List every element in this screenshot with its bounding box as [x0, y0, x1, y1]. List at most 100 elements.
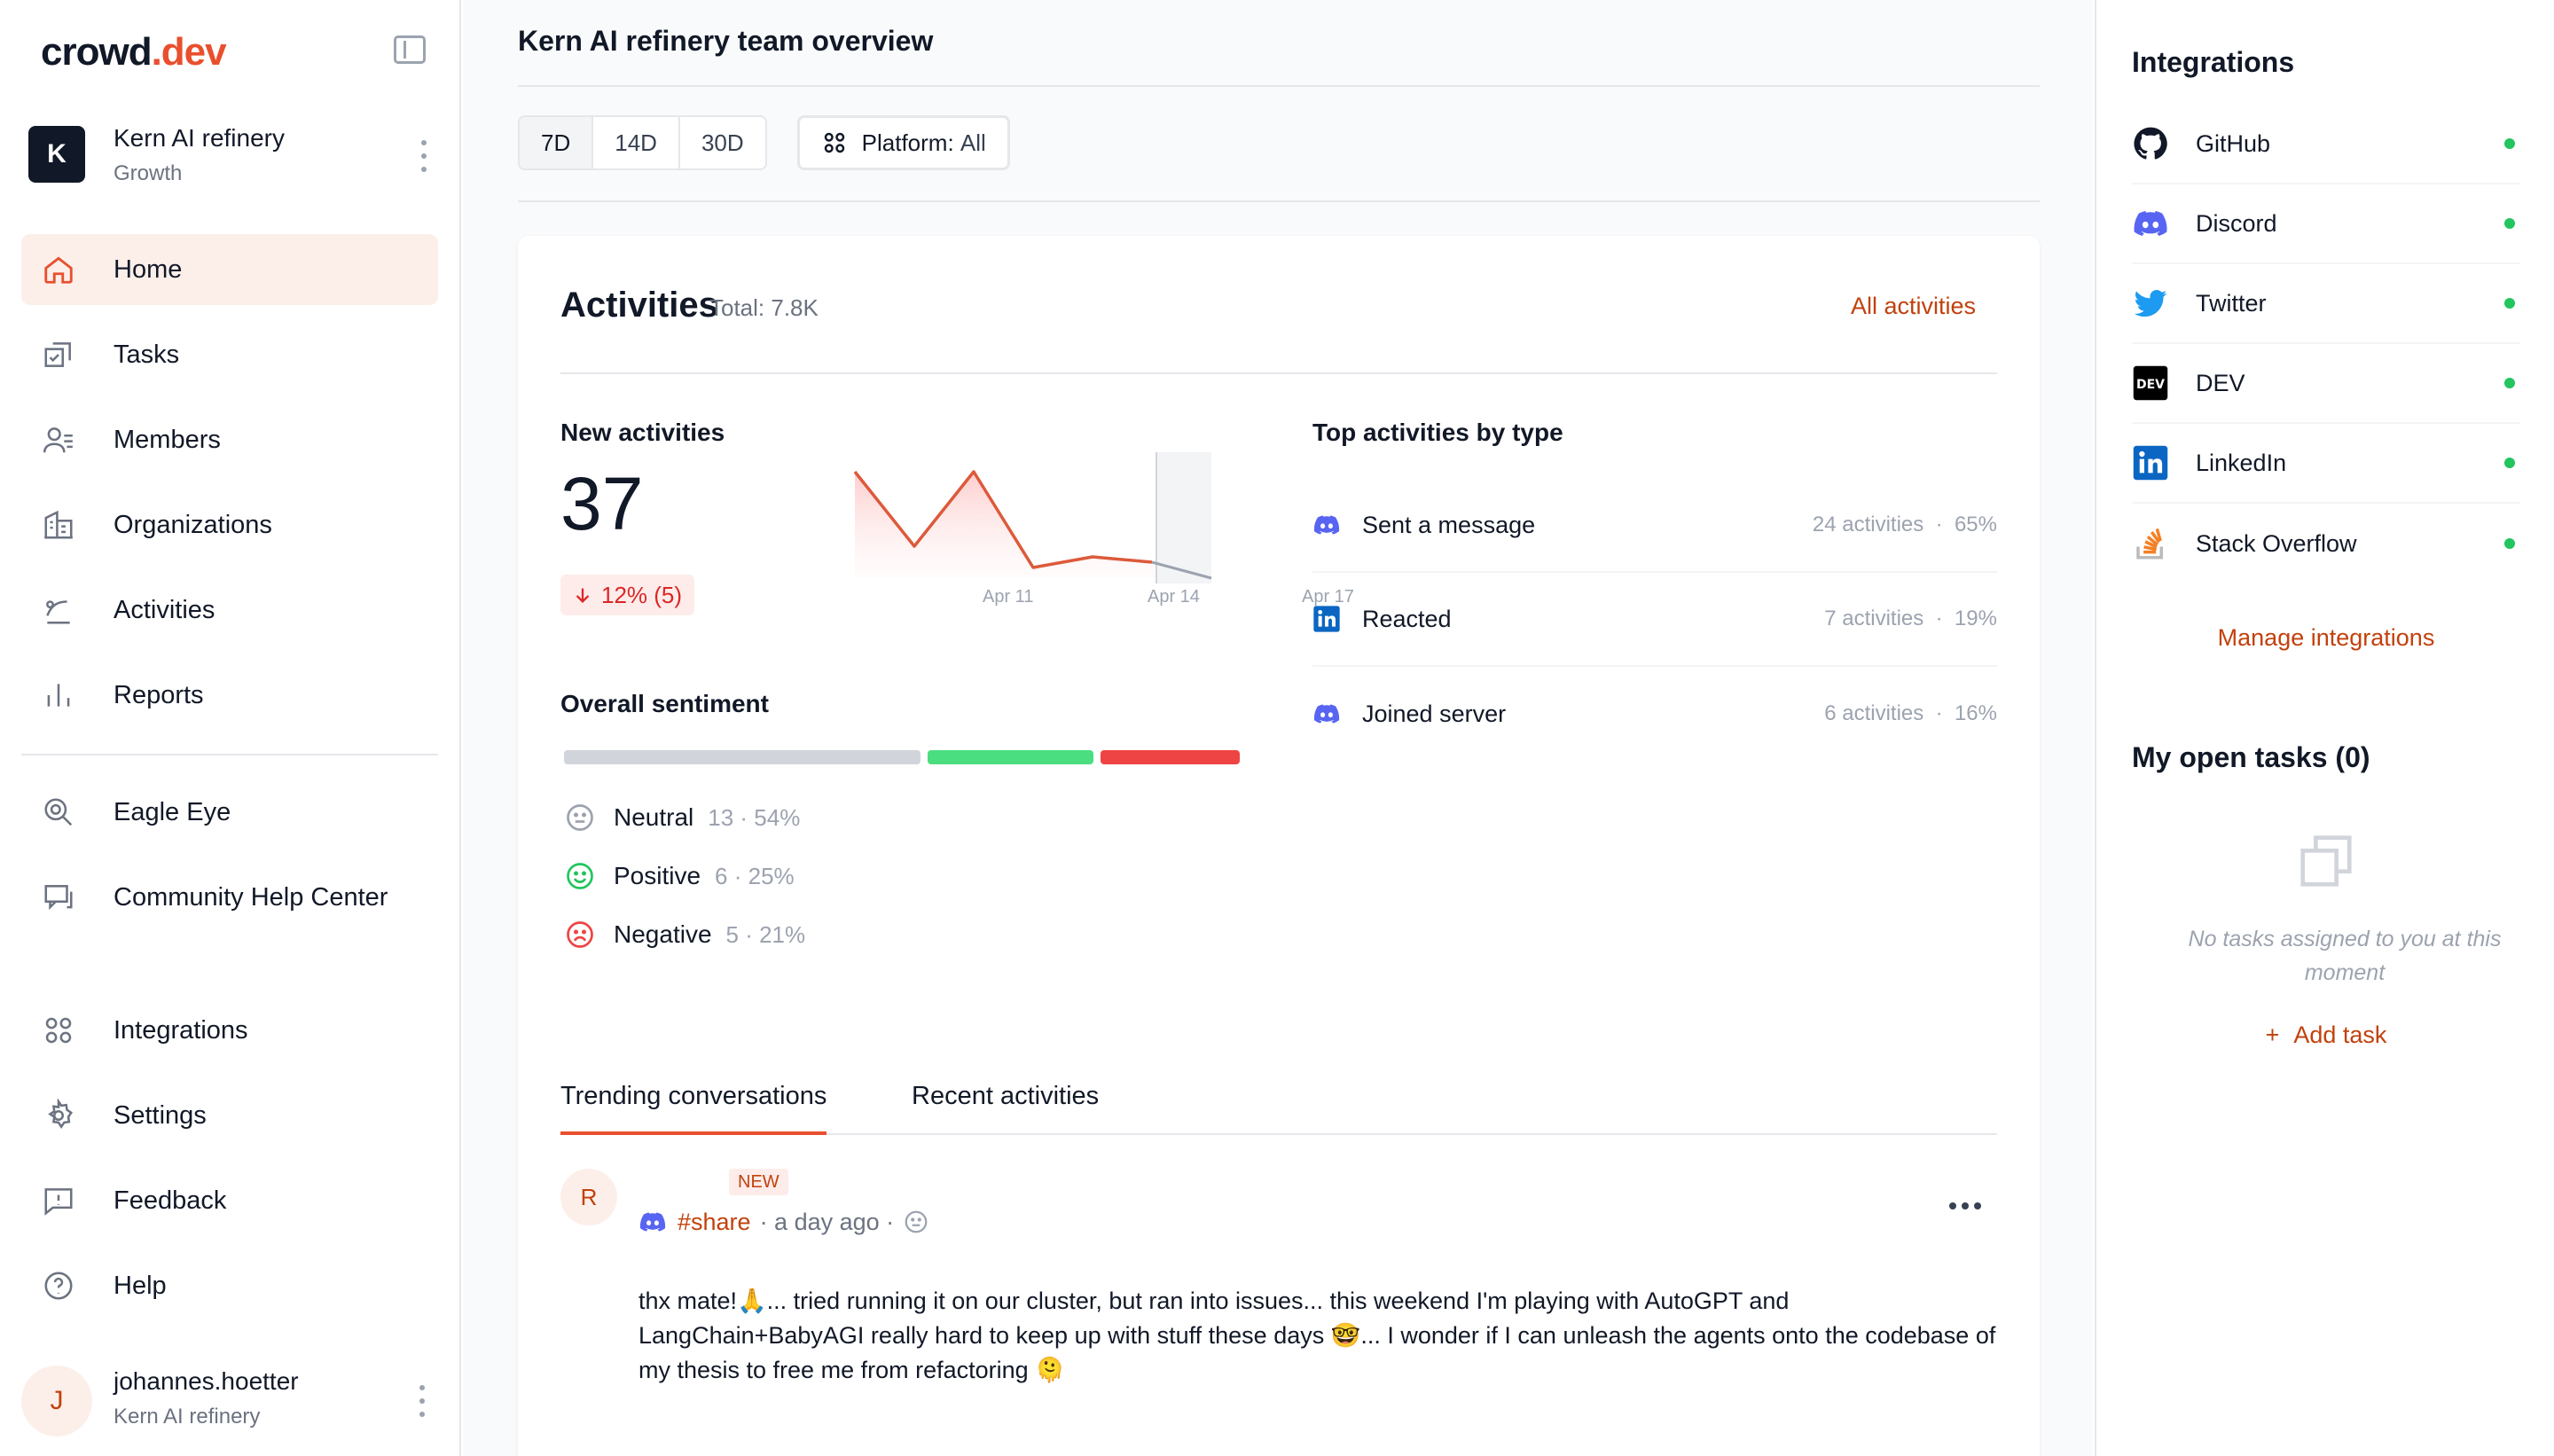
activity-type-count: 6 activities: [1824, 701, 1924, 725]
sentiment-bar: [564, 750, 1240, 764]
nav-item-activities[interactable]: Activities: [21, 575, 438, 646]
sentiment-percent: 54%: [754, 803, 801, 831]
integration-name: LinkedIn: [2196, 449, 2287, 476]
user-menu[interactable]: J johannes.hoetter Kern AI refinery: [21, 1366, 438, 1436]
manage-integrations-link[interactable]: Manage integrations: [2217, 624, 2435, 651]
period-14d-button[interactable]: 14D: [593, 117, 680, 168]
top-activities-label: Top activities by type: [1312, 419, 1563, 446]
nav-item-reports[interactable]: Reports: [21, 660, 438, 731]
sentiment-bar-neutral: [564, 750, 921, 764]
frown-face-icon: [567, 921, 593, 948]
tab-recent-activities[interactable]: Recent activities: [912, 1082, 1100, 1110]
filters-bar: 7D 14D 30D Platform: All: [518, 115, 1010, 170]
avatar: J: [21, 1366, 92, 1436]
sparkline-tick: Apr 11: [983, 587, 1034, 607]
period-30d-button[interactable]: 30D: [701, 129, 744, 156]
neutral-face-icon: [905, 1210, 928, 1233]
nav-item-home[interactable]: Home: [21, 234, 438, 305]
activity-type-percent: 65%: [1954, 513, 1997, 536]
activity-type-row[interactable]: Reacted 7 activities · 19%: [1312, 573, 1997, 667]
reports-icon: [41, 677, 76, 713]
conversation-meta: #share · a day ago ·: [638, 1204, 929, 1240]
nav-label: Home: [114, 254, 183, 284]
nav-item-help[interactable]: Help: [21, 1250, 438, 1321]
integration-row-discord[interactable]: Discord: [2132, 184, 2520, 264]
period-7d-button[interactable]: 7D: [520, 117, 594, 168]
channel-link[interactable]: #share: [678, 1208, 751, 1235]
integration-row-linkedin[interactable]: LinkedIn: [2132, 424, 2520, 504]
platform-filter-button[interactable]: Platform: All: [796, 115, 1010, 170]
nav-item-members[interactable]: Members: [21, 404, 438, 475]
sidebar: crowd.dev K Kern AI refinery Growth Home…: [0, 0, 461, 1456]
add-task-button[interactable]: + Add task: [2132, 1022, 2520, 1049]
discord-icon: [639, 1212, 666, 1232]
integration-row-dev[interactable]: DEV DEV: [2132, 344, 2520, 424]
nav-label: Organizations: [114, 510, 272, 539]
nav-item-community-help-center[interactable]: Community Help Center: [21, 862, 438, 933]
help-icon: [41, 1268, 76, 1303]
arrow-down-icon: [576, 588, 590, 603]
empty-tasks-text: No tasks assigned to you at this moment: [2188, 927, 2502, 985]
nav-label: Help: [114, 1271, 167, 1300]
right-panel: Integrations GitHub Discord Twi: [2095, 0, 2554, 1456]
collapse-sidebar-icon[interactable]: [394, 35, 426, 64]
integration-row-twitter[interactable]: Twitter: [2132, 264, 2520, 344]
sentiment-percent: 21%: [759, 920, 806, 948]
nav-label: Members: [114, 425, 221, 454]
activity-type-row[interactable]: Sent a message 24 activities · 65%: [1312, 479, 1997, 573]
smile-face-icon: [567, 863, 593, 889]
page-title: Kern AI refinery team overview: [518, 25, 934, 57]
crowd-dev-logo[interactable]: crowd.dev: [41, 30, 227, 74]
nav-item-organizations[interactable]: Organizations: [21, 489, 438, 560]
svg-text:DEV: DEV: [2136, 378, 2165, 392]
divider: [518, 200, 2040, 202]
activity-type-row[interactable]: Joined server 6 activities · 16%: [1312, 667, 1997, 761]
status-connected-dot: [2504, 298, 2515, 309]
sentiment-row-positive: Positive 6 · 25%: [564, 858, 795, 894]
conversation-item[interactable]: R NEW #share · a day ago · thx mate!🙏...…: [560, 1169, 1997, 1435]
linkedin-icon: [1313, 606, 1340, 632]
all-activities-link[interactable]: All activities: [1850, 293, 1976, 319]
sentiment-bar-positive: [928, 750, 1094, 764]
nav-item-eagle-eye[interactable]: Eagle Eye: [21, 777, 438, 848]
nav-divider: [21, 754, 438, 755]
sparkline-current-segment: [1151, 560, 1212, 580]
sparkline-line: [853, 470, 1153, 569]
nav-item-settings[interactable]: Settings: [21, 1080, 438, 1151]
more-options-icon[interactable]: [1949, 1202, 1981, 1209]
status-connected-dot: [2504, 538, 2515, 549]
stackoverflow-icon: [2132, 525, 2169, 562]
tab-trending-conversations[interactable]: Trending conversations: [560, 1076, 827, 1135]
dev-icon: DEV: [2132, 364, 2169, 402]
integrations-title: Integrations: [2132, 46, 2295, 78]
sentiment-label: Neutral: [614, 803, 694, 831]
linkedin-icon: [2132, 444, 2169, 481]
neutral-face-icon: [567, 804, 593, 831]
sentiment-count: 13: [708, 803, 734, 831]
integration-row-stack-overflow[interactable]: Stack Overflow: [2132, 504, 2520, 583]
help-center-icon: [41, 880, 76, 915]
integration-name: GitHub: [2196, 129, 2271, 157]
discord-icon: [1313, 515, 1340, 535]
sparkline-tick: Apr 14: [1148, 587, 1200, 607]
nav-item-integrations[interactable]: Integrations: [21, 995, 438, 1066]
nav-label: Reports: [114, 680, 204, 709]
members-icon: [41, 422, 76, 458]
nav-label: Community Help Center: [114, 882, 388, 912]
nav-label: Eagle Eye: [114, 797, 231, 826]
user-menu-icon[interactable]: [419, 1385, 426, 1417]
workspace-switcher[interactable]: K Kern AI refinery Growth: [28, 124, 436, 195]
workspace-menu-icon[interactable]: [420, 140, 427, 172]
feedback-icon: [41, 1183, 76, 1218]
add-task-label: Add task: [2293, 1022, 2387, 1048]
nav-item-tasks[interactable]: Tasks: [21, 319, 438, 390]
sentiment-label: Positive: [614, 862, 701, 889]
nav-label: Integrations: [114, 1015, 248, 1045]
github-icon: [2132, 125, 2169, 162]
integration-row-github[interactable]: GitHub: [2132, 105, 2520, 184]
new-activities-count: 37: [560, 462, 644, 545]
activity-type-percent: 16%: [1954, 701, 1997, 725]
sentiment-row-negative: Negative 5 · 21%: [564, 917, 805, 952]
nav-item-feedback[interactable]: Feedback: [21, 1165, 438, 1236]
activity-type-label: Joined server: [1362, 700, 1507, 727]
